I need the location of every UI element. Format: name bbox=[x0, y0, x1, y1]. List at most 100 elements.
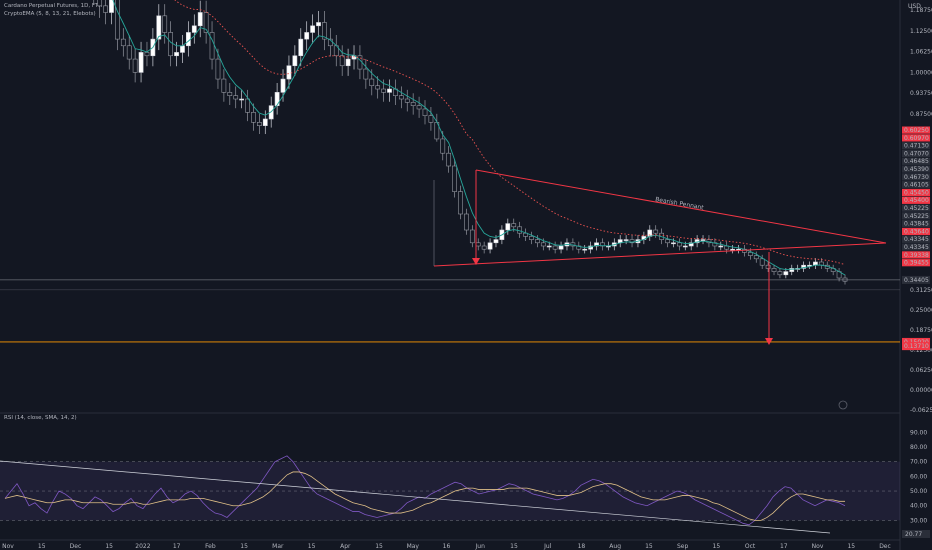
candle bbox=[221, 78, 227, 93]
rsi-current-label: 20.77 bbox=[905, 531, 922, 538]
candle bbox=[475, 242, 481, 247]
candle bbox=[671, 242, 676, 245]
candle bbox=[132, 58, 138, 73]
pennant-upper-line bbox=[475, 169, 887, 244]
time-tick-label: Dec bbox=[879, 543, 891, 550]
candle bbox=[529, 236, 534, 240]
candle bbox=[387, 88, 392, 93]
candle bbox=[807, 264, 812, 267]
candle bbox=[469, 229, 475, 244]
time-tick-label: 15 bbox=[375, 543, 383, 550]
candle bbox=[493, 239, 499, 244]
candle bbox=[280, 78, 286, 93]
time-tick-label: Apr bbox=[340, 543, 351, 550]
candle bbox=[322, 22, 327, 40]
candle bbox=[174, 52, 179, 57]
price-badge bbox=[902, 181, 930, 189]
candle bbox=[251, 112, 256, 123]
price-badge-label: 0.45225 bbox=[904, 213, 929, 220]
rsi-tick-label: 80.00 bbox=[910, 444, 927, 451]
candle bbox=[765, 264, 771, 269]
rsi-ma-line bbox=[4, 471, 845, 521]
candle bbox=[416, 105, 422, 110]
time-tick-label: Oct bbox=[745, 543, 756, 550]
candle bbox=[694, 239, 700, 244]
candle bbox=[120, 38, 126, 47]
candle bbox=[428, 115, 434, 123]
time-tick-label: 17 bbox=[173, 543, 181, 550]
chart-title: Cardano Perpetual Futures, 1D, FTX bbox=[4, 3, 103, 9]
time-tick-label: 15 bbox=[645, 543, 653, 550]
candle bbox=[700, 239, 706, 241]
candle bbox=[138, 52, 144, 73]
candle bbox=[558, 245, 564, 250]
price-badge-label: 0.45390 bbox=[904, 166, 929, 173]
target-badge-label: 0.13710 bbox=[904, 343, 929, 350]
candle bbox=[629, 239, 635, 244]
target-badge bbox=[902, 342, 930, 351]
candle bbox=[464, 213, 469, 231]
rsi-title: RSI (14, close, SMA, 14, 2) bbox=[4, 415, 77, 421]
current-price-badge bbox=[902, 275, 930, 284]
candle bbox=[747, 252, 753, 256]
candle bbox=[653, 229, 659, 234]
candle bbox=[304, 32, 310, 40]
rsi-tick-label: 40.00 bbox=[910, 503, 927, 510]
price-badge-label: 0.43845 bbox=[904, 221, 929, 228]
time-tick-label: Mar bbox=[272, 543, 284, 550]
time-tick-label: Feb bbox=[205, 543, 216, 550]
candle bbox=[452, 165, 457, 192]
candle bbox=[97, 0, 103, 7]
price-badge bbox=[902, 134, 930, 142]
price-badge-label: 0.39455 bbox=[904, 260, 929, 267]
price-badge bbox=[902, 243, 930, 251]
indicator-label: CryptoEMA (5, 8, 13, 21, Elebots) bbox=[4, 11, 96, 17]
time-tick-label: 17 bbox=[780, 543, 788, 550]
price-badge-label: 0.39338 bbox=[904, 252, 929, 259]
candle bbox=[239, 98, 244, 101]
time-tick-label: 15 bbox=[308, 543, 316, 550]
price-badge-label: 0.47070 bbox=[904, 150, 929, 157]
candle bbox=[730, 248, 735, 251]
candle bbox=[676, 242, 682, 247]
price-badge-label: 0.43345 bbox=[904, 244, 929, 251]
target-arrow-head bbox=[765, 338, 773, 345]
pennant-label: Bearish Pennant bbox=[655, 196, 705, 212]
time-tick-label: Jul bbox=[543, 543, 552, 550]
rsi-current-badge bbox=[902, 530, 930, 538]
candle bbox=[505, 223, 511, 231]
rsi-tick-label: 30.00 bbox=[910, 517, 927, 524]
candle bbox=[682, 245, 688, 248]
candle bbox=[109, 0, 114, 13]
price-badge-label: 0.45225 bbox=[904, 205, 929, 212]
price-badge-label: 0.46105 bbox=[904, 182, 929, 189]
candle bbox=[186, 32, 191, 47]
candle bbox=[404, 98, 410, 103]
price-badge-label: 0.46730 bbox=[904, 174, 929, 181]
rsi-tick-label: 90.00 bbox=[910, 429, 927, 436]
rsi-trendline bbox=[0, 460, 831, 534]
candle bbox=[262, 118, 268, 126]
price-badge bbox=[902, 259, 930, 267]
time-tick-label: Dec bbox=[70, 543, 82, 550]
time-tick-label: 16 bbox=[443, 543, 451, 550]
ema-slow-line bbox=[174, 0, 846, 265]
candle bbox=[209, 32, 215, 60]
rsi-line bbox=[4, 455, 846, 526]
candle bbox=[647, 229, 653, 237]
candle bbox=[582, 248, 588, 251]
candle bbox=[316, 22, 321, 27]
price-badge-label: 0.43640 bbox=[904, 228, 929, 235]
candle bbox=[777, 271, 783, 276]
time-tick-label: Sep bbox=[677, 543, 689, 550]
time-tick-label: Nov bbox=[812, 543, 824, 550]
event-marker bbox=[838, 400, 848, 410]
candle bbox=[458, 191, 463, 215]
time-tick-label: May bbox=[407, 543, 420, 550]
